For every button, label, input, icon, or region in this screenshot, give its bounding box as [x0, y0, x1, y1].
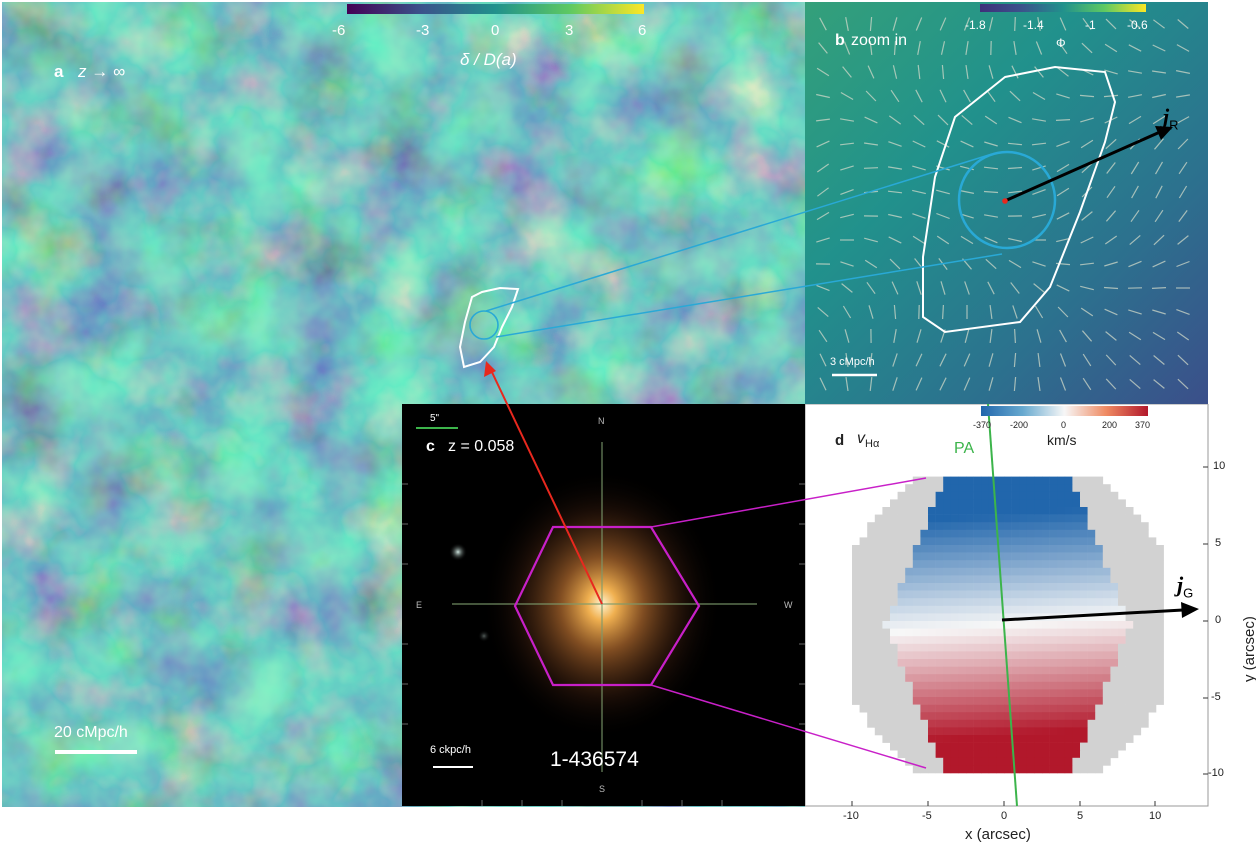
hexagon-link-bottom [651, 685, 926, 768]
hexagon-link-top [651, 478, 926, 527]
galaxy-to-region-arrow [490, 368, 602, 604]
zoom-link-line-bottom [496, 254, 1002, 337]
zoom-link-line-top [486, 154, 992, 311]
